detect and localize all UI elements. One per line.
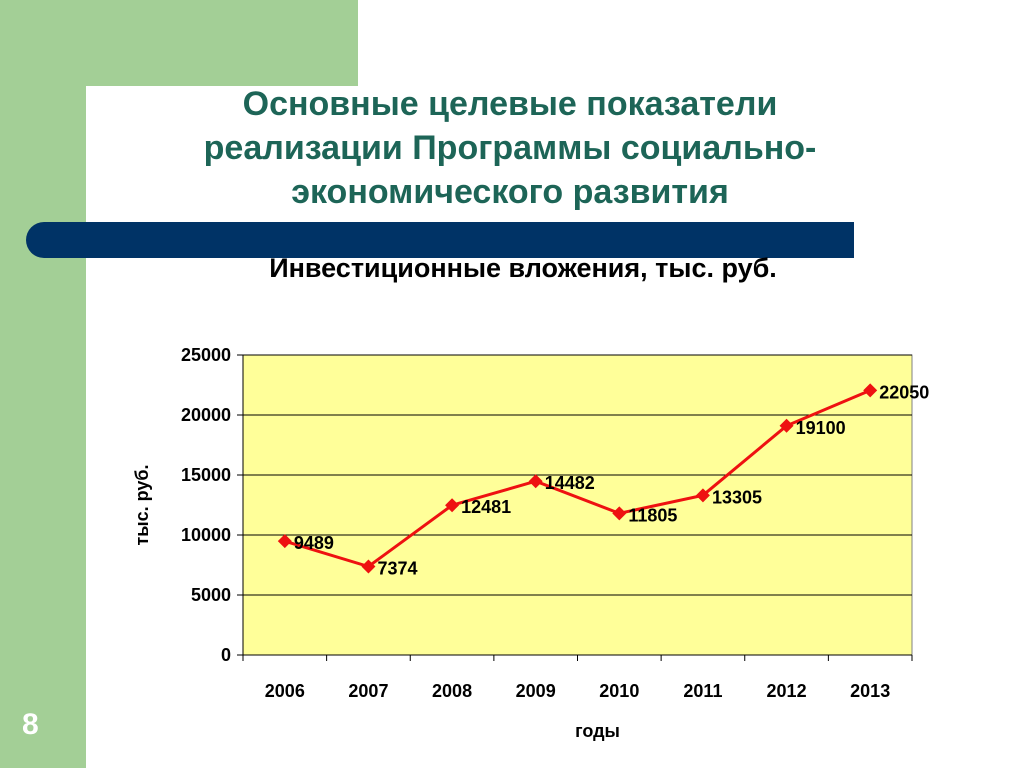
x-tick-label: 2013: [850, 681, 890, 701]
data-labels: 9489 7374 12481 14482 11805 13305 19100 22050: [294, 382, 929, 578]
data-point-marker: [779, 418, 794, 433]
y-tick-label: 5000: [191, 585, 231, 605]
navy-divider-bar: [26, 222, 854, 258]
data-label: 13305: [712, 487, 762, 507]
x-tick-label: 2010: [599, 681, 639, 701]
green-sidebar-band: [0, 0, 86, 768]
x-tick-label: 2009: [516, 681, 556, 701]
y-tick-label: 25000: [181, 345, 231, 365]
data-label: 11805: [628, 505, 677, 525]
x-tick-label: 2007: [348, 681, 388, 701]
series-line: [284, 389, 871, 569]
data-point-marker: [445, 498, 460, 513]
data-label: 7374: [377, 559, 417, 579]
data-label: 22050: [879, 382, 929, 402]
plot-area: [242, 354, 913, 656]
data-point-marker: [277, 534, 292, 549]
data-label: 19100: [796, 418, 846, 438]
y-tick-label: 10000: [181, 525, 231, 545]
x-tick-labels: 2006 2007 2008 2009 2010 2011 2012 2013: [265, 681, 890, 701]
x-axis-title: годы: [575, 721, 620, 741]
data-label: 12481: [461, 497, 511, 517]
data-point-marker: [612, 506, 627, 521]
gridlines: [243, 354, 912, 596]
axes: [237, 354, 913, 661]
data-point-marker: [695, 488, 710, 503]
data-label: 14482: [545, 473, 595, 493]
series-markers: [277, 383, 878, 574]
slide-title: Основные целевые показатели реализации П…: [120, 82, 900, 214]
green-top-band: [86, 0, 358, 86]
slide-title-line-3: экономического развития: [291, 173, 729, 211]
data-point-marker: [863, 383, 878, 398]
data-point-marker: [361, 559, 376, 574]
slide-title-line-2: реализации Программы социально-: [203, 129, 817, 167]
data-point-marker: [528, 474, 543, 489]
x-tick-label: 2008: [432, 681, 472, 701]
y-tick-label: 20000: [181, 405, 231, 425]
data-label: 9489: [294, 533, 334, 553]
y-tick-label: 15000: [181, 465, 231, 485]
y-tick-labels: 0 5000 10000 15000 20000 25000: [181, 345, 231, 665]
x-tick-label: 2006: [265, 681, 305, 701]
x-tick-label: 2011: [683, 681, 722, 701]
y-axis-title: тыс. руб.: [132, 464, 152, 545]
x-tick-label: 2012: [767, 681, 807, 701]
chart-subtitle: Инвестиционные вложения, тыс. руб.: [269, 253, 777, 283]
y-tick-label: 0: [221, 645, 231, 665]
slide-title-line-1: Основные целевые показатели: [242, 85, 778, 123]
page-number: 8: [22, 708, 39, 741]
